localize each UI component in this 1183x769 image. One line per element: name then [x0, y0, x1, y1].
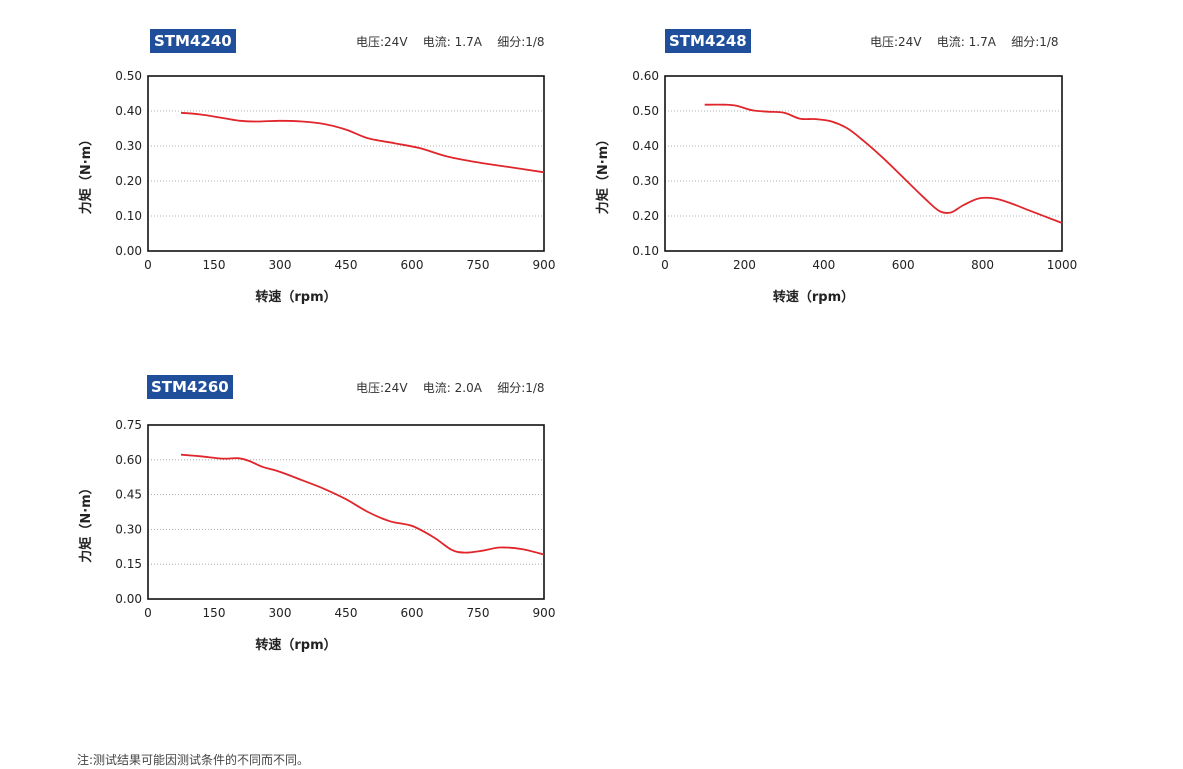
- y-tick-label: 0.15: [115, 557, 142, 571]
- x-axis-label: 转速（rpm）: [773, 289, 854, 305]
- y-tick-label: 0.00: [115, 244, 142, 258]
- y-tick-label: 0.75: [115, 418, 142, 432]
- y-tick-label: 0.00: [115, 592, 142, 606]
- y-axis-label: 力矩（N·m）: [78, 133, 94, 214]
- chart-svg: 0.10 0.20 0.30 0.40 0.50 0.60 0 200 400 600 800 100…: [595, 69, 1078, 305]
- y-axis-label: 力矩（N·m）: [595, 133, 611, 214]
- model-badge: STM4248: [665, 29, 751, 53]
- x-tick-label: 600: [401, 258, 424, 272]
- y-tick-label: 0.60: [115, 453, 142, 467]
- y-axis-label: 力矩（N·m）: [78, 481, 94, 562]
- y-tick-label: 0.20: [632, 209, 659, 223]
- x-tick-label: 450: [335, 606, 358, 620]
- x-tick-label: 600: [401, 606, 424, 620]
- x-tick-label: 150: [203, 606, 226, 620]
- y-tick-label: 0.60: [632, 69, 659, 83]
- plot-frame: [147, 75, 545, 252]
- chart-svg: 0.00 0.15 0.30 0.45 0.60 0.75 0 150 300 450 600 750…: [78, 418, 556, 653]
- chart-stm4240: STM4240 电压:24V 电流: 1.7A 细分:1/8 0.00 0.10 0…: [0, 0, 600, 330]
- x-tick-label: 0: [144, 258, 152, 272]
- x-tick-label: 0: [144, 606, 152, 620]
- model-badge: STM4260: [147, 375, 233, 399]
- torque-curve: [704, 103, 1063, 224]
- x-tick-label: 800: [971, 258, 994, 272]
- y-tick-label: 0.40: [115, 104, 142, 118]
- x-axis-label: 转速（rpm）: [255, 289, 336, 305]
- x-tick-label: 900: [533, 606, 556, 620]
- x-tick-label: 200: [733, 258, 756, 272]
- x-tick-label: 0: [661, 258, 669, 272]
- plot-frame: [147, 424, 545, 600]
- chart-stm4248: STM4248 电压:24V 电流: 1.7A 细分:1/8 0.10 0.20 0…: [0, 0, 1183, 330]
- chart-svg: 0.00 0.10 0.20 0.30 0.40 0.50 0 150 300 450 600 750…: [78, 69, 556, 305]
- y-tick-label: 0.50: [632, 104, 659, 118]
- chart-stm4260: STM4260 电压:24V 电流: 2.0A 细分:1/8 0.00 0.15 0…: [0, 0, 600, 680]
- model-badge: STM4240: [150, 29, 236, 53]
- x-tick-label: 600: [892, 258, 915, 272]
- x-tick-label: 750: [467, 606, 490, 620]
- torque-curve: [180, 111, 545, 174]
- specs-text: 电压:24V 电流: 1.7A 细分:1/8: [356, 35, 545, 49]
- specs-text: 电压:24V 电流: 2.0A 细分:1/8: [356, 381, 545, 395]
- x-tick-label: 300: [269, 258, 292, 272]
- footnote: 注:测试结果可能因测试条件的不同而不同。: [77, 753, 310, 767]
- y-tick-label: 0.30: [632, 174, 659, 188]
- x-tick-label: 750: [467, 258, 490, 272]
- x-tick-label: 150: [203, 258, 226, 272]
- x-tick-label: 1000: [1047, 258, 1078, 272]
- y-tick-label: 0.30: [115, 139, 142, 153]
- torque-curve: [180, 453, 545, 556]
- y-tick-label: 0.30: [115, 522, 142, 536]
- y-tick-label: 0.45: [115, 488, 142, 502]
- y-tick-label: 0.40: [632, 139, 659, 153]
- y-tick-label: 0.20: [115, 174, 142, 188]
- plot-frame: [664, 75, 1063, 252]
- y-tick-label: 0.10: [632, 244, 659, 258]
- y-tick-label: 0.50: [115, 69, 142, 83]
- specs-text: 电压:24V 电流: 1.7A 细分:1/8: [870, 35, 1059, 49]
- x-axis-label: 转速（rpm）: [255, 637, 336, 653]
- x-tick-label: 450: [335, 258, 358, 272]
- x-tick-label: 900: [533, 258, 556, 272]
- x-tick-label: 300: [269, 606, 292, 620]
- y-tick-label: 0.10: [115, 209, 142, 223]
- x-tick-label: 400: [812, 258, 835, 272]
